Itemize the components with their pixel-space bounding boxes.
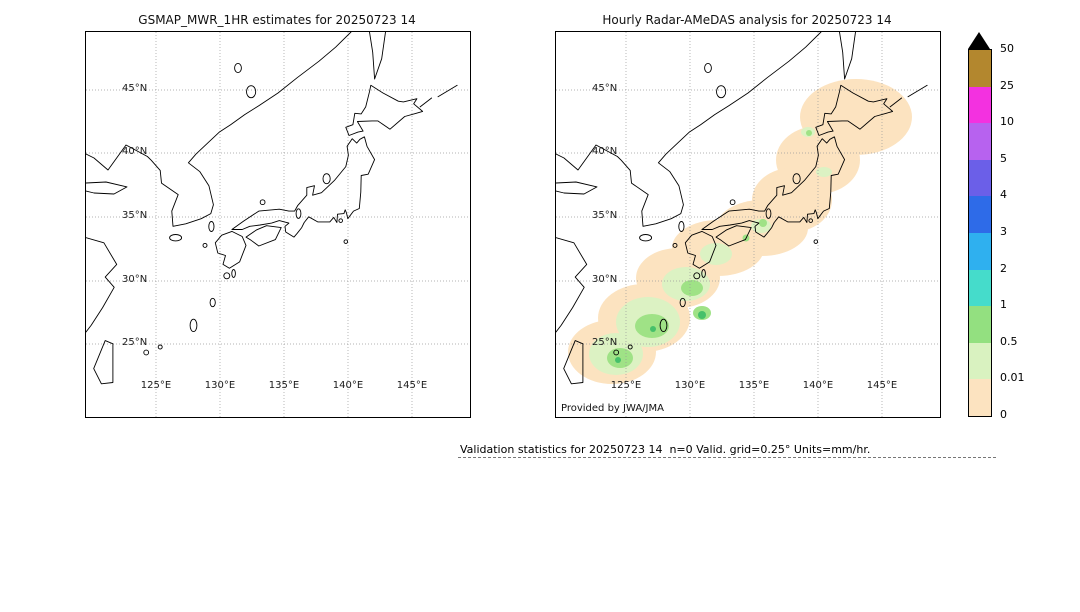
colorbar-segment: [969, 342, 991, 380]
lat-tick-label: 40°N: [122, 146, 148, 157]
colorbar-tick-label: 2: [1000, 262, 1007, 275]
lon-tick-label: 135°E: [268, 380, 300, 391]
lon-tick-label: 125°E: [140, 380, 172, 391]
lat-tick-label: 35°N: [592, 210, 618, 221]
colorbar-segment: [969, 159, 991, 197]
lat-tick-label: 25°N: [592, 337, 618, 348]
validation-stats-text: Validation statistics for 20250723 14 n=…: [460, 443, 871, 456]
lon-tick-label: 125°E: [610, 380, 642, 391]
colorbar-segment: [969, 86, 991, 124]
precipitation-layer: [568, 79, 912, 384]
colorbar: 50 25 10 5 4 3 2 1 0.5 0.01 0: [968, 32, 1028, 422]
colorbar-segment: [969, 269, 991, 307]
colorbar-overflow-triangle-icon: [968, 32, 990, 49]
lon-tick-label: 145°E: [396, 380, 428, 391]
colorbar-segment: [969, 123, 991, 160]
lat-tick-label: 30°N: [122, 274, 148, 285]
lon-tick-label: 145°E: [866, 380, 898, 391]
left-map-svg: [86, 32, 470, 417]
lat-tick-label: 35°N: [122, 210, 148, 221]
lon-tick-label: 130°E: [674, 380, 706, 391]
right-map: 45°N 40°N 35°N 30°N 25°N 125°E 130°E 135…: [555, 31, 941, 418]
colorbar-scale: [968, 49, 992, 417]
lon-tick-label: 135°E: [738, 380, 770, 391]
colorbar-segment: [969, 232, 991, 270]
grid-lines: [86, 32, 470, 417]
lon-tick-label: 130°E: [204, 380, 236, 391]
colorbar-tick-label: 4: [1000, 188, 1007, 201]
right-map-svg: [556, 32, 940, 417]
colorbar-segment: [969, 50, 991, 87]
lat-tick-label: 40°N: [592, 146, 618, 157]
colorbar-tick-label: 0.01: [1000, 371, 1025, 384]
colorbar-tick-label: 3: [1000, 225, 1007, 238]
colorbar-tick-label: 25: [1000, 79, 1014, 92]
colorbar-tick-label: 10: [1000, 115, 1014, 128]
left-panel-title: GSMAP_MWR_1HR estimates for 20250723 14: [138, 13, 416, 27]
colorbar-tick-label: 0: [1000, 408, 1007, 421]
colorbar-segment: [969, 196, 991, 233]
coastline: [86, 32, 458, 385]
left-map: 45°N 40°N 35°N 30°N 25°N 125°E 130°E 135…: [85, 31, 471, 418]
lat-tick-label: 45°N: [592, 83, 618, 94]
colorbar-tick-label: 5: [1000, 152, 1007, 165]
colorbar-segment: [969, 306, 991, 343]
lon-tick-label: 140°E: [802, 380, 834, 391]
lon-tick-label: 140°E: [332, 380, 364, 391]
colorbar-segment: [969, 379, 991, 416]
lat-tick-label: 25°N: [122, 337, 148, 348]
right-panel-title: Hourly Radar-AMeDAS analysis for 2025072…: [602, 13, 892, 27]
data-credit: Provided by JWA/JMA: [561, 403, 664, 414]
colorbar-tick-label: 1: [1000, 298, 1007, 311]
colorbar-tick-label: 0.5: [1000, 335, 1018, 348]
lat-tick-label: 45°N: [122, 83, 148, 94]
dashed-divider: [458, 457, 996, 458]
colorbar-tick-label: 50: [1000, 42, 1014, 55]
lat-tick-label: 30°N: [592, 274, 618, 285]
